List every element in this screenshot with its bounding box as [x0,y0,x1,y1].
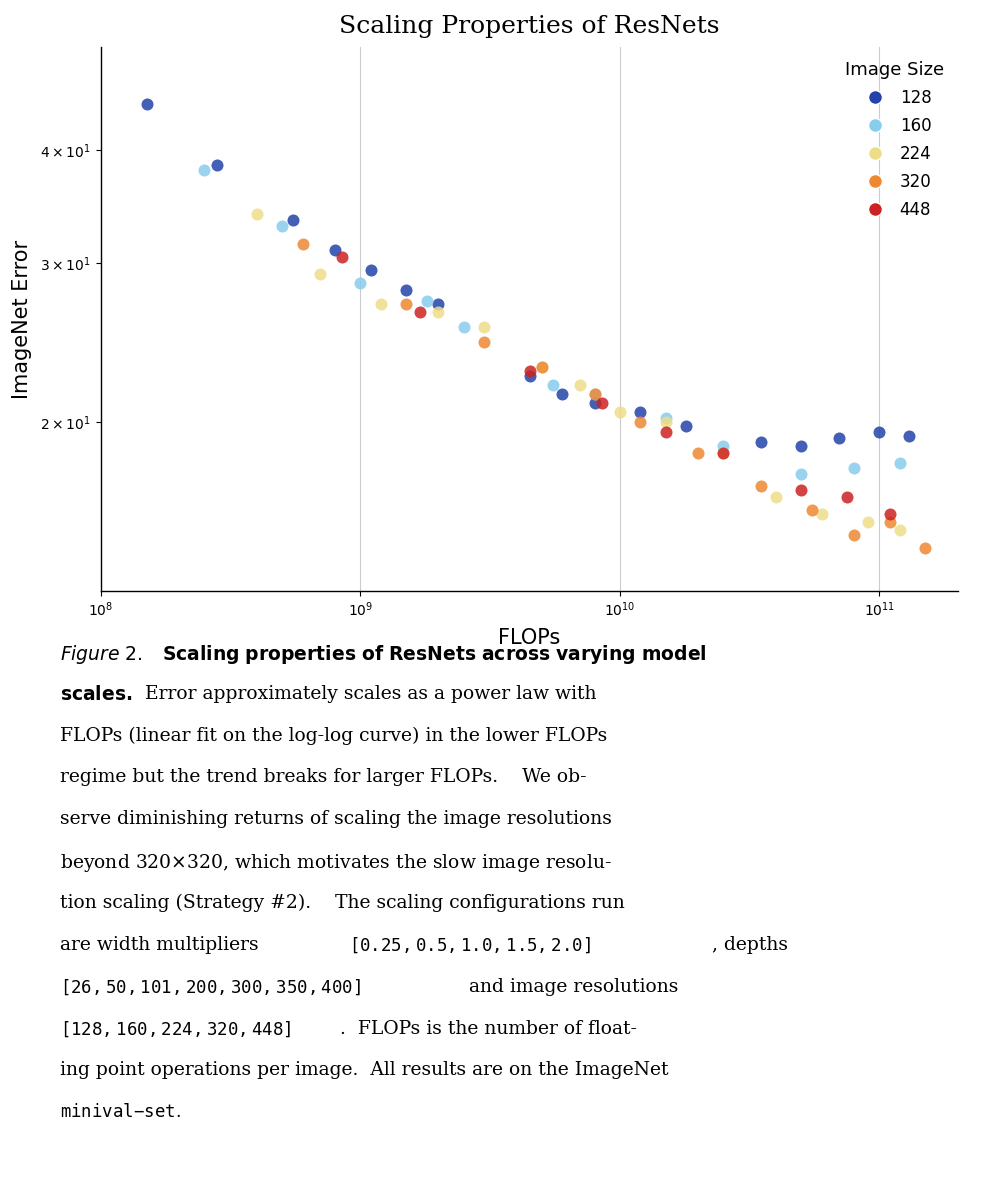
Legend: 128, 160, 224, 320, 448: 128, 160, 224, 320, 448 [840,56,950,223]
Point [657,413,673,431]
Text: tion scaling (Strategy #2).    The scaling configurations run: tion scaling (Strategy #2). The scaling … [60,894,625,913]
Point [715,443,731,462]
Point [632,413,648,431]
Point [456,317,472,336]
Point [793,465,809,483]
Text: .  FLOPs is the number of float-: . FLOPs is the number of float- [340,1020,637,1038]
Point [847,526,863,545]
Point [847,459,863,478]
Point [363,260,379,279]
Point [476,333,492,352]
Point [274,216,290,235]
Point [793,481,809,500]
Point [430,294,447,313]
Point [312,264,329,282]
Point [793,437,809,456]
Text: $\bf{Scaling\ properties\ of\ ResNets\ across\ varying\ model}$: $\bf{Scaling\ properties\ of\ ResNets\ a… [162,643,708,665]
X-axis label: FLOPs: FLOPs [498,628,560,648]
Point [334,247,350,266]
Point [901,427,917,446]
Point [476,317,492,336]
Point [594,394,610,413]
Point [398,280,414,299]
Text: $\it{Figure}$ $\it{2.}$: $\it{Figure}$ $\it{2.}$ [60,643,143,665]
Point [804,500,821,519]
Point [753,433,769,452]
Point [285,210,301,229]
Point [882,505,898,524]
Text: serve diminishing returns of scaling the image resolutions: serve diminishing returns of scaling the… [60,810,612,829]
Text: $\mathtt{[0.25,0.5,1.0,1.5,2.0]}$: $\mathtt{[0.25,0.5,1.0,1.5,2.0]}$ [349,936,591,955]
Text: $\mathtt{minival}$$\mathtt{-}$$\mathtt{set}$.: $\mathtt{minival}$$\mathtt{-}$$\mathtt{s… [60,1103,181,1122]
Point [839,488,855,507]
Point [892,454,908,473]
Point [832,429,848,448]
Point [860,513,876,532]
Point [209,156,225,175]
Point [138,95,154,113]
Point [690,443,707,462]
Point [294,234,310,253]
Point [412,303,428,322]
Text: regime but the trend breaks for larger FLOPs.    We ob-: regime but the trend breaks for larger F… [60,768,587,786]
Point [418,292,434,311]
Point [678,416,695,435]
Text: , depths: , depths [713,936,788,954]
Text: FLOPs (linear fit on the log-log curve) in the lower FLOPs: FLOPs (linear fit on the log-log curve) … [60,727,608,745]
Text: Error approximately scales as a power law with: Error approximately scales as a power la… [145,684,597,702]
Text: $\bf{scales.}$: $\bf{scales.}$ [60,684,133,703]
Point [871,422,887,441]
Text: are width multipliers: are width multipliers [60,936,259,954]
Point [917,539,933,558]
Point [328,241,344,260]
Point [715,437,731,456]
Point [587,394,603,413]
Point [632,403,648,422]
Point [768,488,784,507]
Point [587,384,603,403]
Point [533,358,549,377]
Point [352,274,368,293]
Point [373,294,389,313]
Point [657,422,673,441]
Title: Scaling Properties of ResNets: Scaling Properties of ResNets [339,15,720,38]
Point [572,375,588,394]
Point [882,513,898,532]
Point [892,520,908,539]
Point [522,366,538,385]
Point [249,204,265,223]
Point [430,303,447,322]
Point [753,476,769,495]
Point [715,443,731,462]
Point [657,409,673,428]
Text: $\mathtt{[26,50,101,200,300,350,400]}$: $\mathtt{[26,50,101,200,300,350,400]}$ [60,978,362,998]
Text: ing point operations per image.  All results are on the ImageNet: ing point operations per image. All resu… [60,1061,669,1079]
Y-axis label: ImageNet Error: ImageNet Error [12,240,32,398]
Point [554,384,571,403]
Point [522,362,538,381]
Point [813,505,830,524]
Text: and image resolutions: and image resolutions [469,978,678,995]
Point [612,403,628,422]
Point [398,294,414,313]
Point [196,161,212,180]
Text: beyond 320$\times$320, which motivates the slow image resolu-: beyond 320$\times$320, which motivates t… [60,852,612,875]
Point [544,375,560,394]
Point [587,384,603,403]
Point [533,358,549,377]
Text: $\mathtt{[128,160,224,320,448]}$: $\mathtt{[128,160,224,320,448]}$ [60,1020,292,1039]
